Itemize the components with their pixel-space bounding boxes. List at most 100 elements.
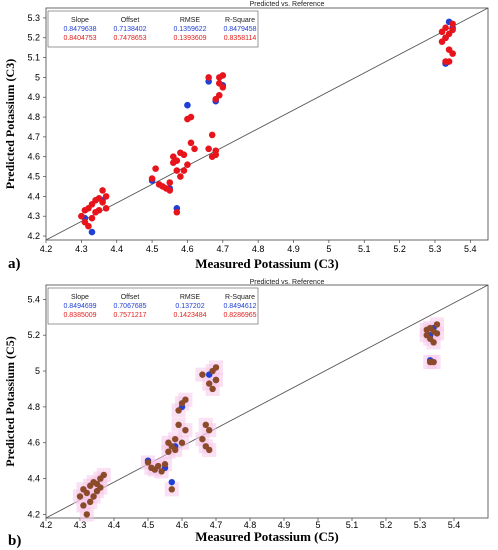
data-point-series-2 [212, 364, 220, 371]
data-point-series-2 [180, 151, 188, 159]
reference-line [45, 284, 489, 519]
x-tick-label: 5.1 [358, 244, 371, 254]
x-tick-label: 5.2 [393, 244, 406, 254]
scatter-chart-c5: Predicted vs. Reference Slope Offset RMSE R-… [3, 279, 489, 549]
data-point-series-2 [215, 80, 223, 87]
data-point-series-2 [173, 167, 181, 174]
data-point-series-2 [144, 459, 152, 466]
chart-panel-b: Predicted vs. Reference Slope Offset RMSE R-… [0, 275, 498, 550]
data-point-series-2 [199, 435, 206, 443]
y-tick-label: 4.5 [27, 172, 40, 182]
stats-value: 0.8385009 [63, 312, 96, 319]
data-point-series-2 [100, 471, 108, 479]
data-point-series-2 [83, 511, 91, 518]
data-point-series-2 [191, 145, 198, 153]
data-point-series-2 [99, 187, 106, 194]
stats-header-slope: Slope [71, 294, 89, 301]
data-point-series-2 [206, 446, 213, 454]
stats-value: 0.1359622 [173, 26, 206, 33]
y-axis-label: Predicted Potassium (C3) [3, 59, 17, 189]
stats-value: 0.8286965 [223, 312, 256, 319]
stats-value: 0.137202 [175, 303, 204, 310]
data-point-series-2 [102, 204, 110, 212]
x-axis-label: Measured Potassium (C3) [195, 256, 338, 271]
data-point-series-2 [80, 502, 87, 509]
x-tick-label: 5 [315, 520, 320, 530]
data-point-series-2 [161, 461, 169, 468]
y-tick-label: 5 [35, 366, 40, 376]
data-point-series-2 [219, 72, 227, 79]
x-tick-label: 5.2 [380, 520, 393, 530]
stats-value: 0.8494699 [63, 303, 96, 310]
stats-header-r-square: R-Square [225, 294, 255, 301]
x-tick-label: 4.8 [244, 520, 257, 530]
data-point-series-2 [172, 446, 179, 454]
data-point-series-2 [442, 24, 449, 32]
x-tick-label: 4.6 [181, 244, 194, 254]
y-tick-label: 5.2 [27, 330, 40, 340]
data-point-series-2 [433, 321, 441, 328]
y-tick-label: 4.4 [27, 191, 40, 201]
x-tick-label: 4.9 [278, 520, 291, 530]
stats-header-rmse: RMSE [180, 17, 201, 24]
chart-title: Predicted vs. Reference [250, 279, 325, 286]
stats-value: 0.7067685 [113, 303, 146, 310]
data-point-series-2 [95, 206, 103, 214]
data-point-series-2 [215, 91, 223, 99]
data-point-series-2 [83, 489, 91, 497]
stats-header-offset: Offset [121, 294, 140, 301]
data-point-series-2 [180, 167, 188, 174]
data-point-series-2 [88, 214, 96, 222]
y-tick-label: 4.2 [27, 509, 40, 519]
data-point-series-2 [449, 50, 456, 57]
data-point-series-2 [172, 435, 179, 443]
data-point-series-2 [168, 486, 175, 493]
stats-value: 0.7478653 [113, 35, 146, 42]
data-point-series-2 [87, 498, 94, 506]
data-point-series-2 [212, 376, 220, 384]
data-point-series-2 [205, 145, 212, 153]
x-tick-label: 5.4 [464, 244, 477, 254]
panel-letter: b) [8, 533, 21, 549]
data-point-series-2 [90, 493, 97, 500]
chart-panel-a: Predicted vs. Reference Slope Offset RMSE R-… [3, 1, 489, 272]
data-point-series-2 [173, 208, 181, 216]
data-point-series-2 [182, 426, 189, 434]
data-point-series-2 [85, 222, 92, 230]
x-axis-label: Measured Potassium (C5) [195, 529, 338, 544]
data-point-series-2 [209, 385, 216, 393]
data-point-series-2 [208, 131, 216, 139]
data-point-series-2 [166, 179, 174, 186]
data-point-series-2 [148, 175, 156, 182]
data-point-series-2 [430, 339, 437, 346]
y-tick-label: 4.6 [27, 152, 40, 162]
x-tick-label: 4.3 [74, 520, 87, 530]
y-tick-label: 4.6 [27, 438, 40, 448]
y-tick-label: 4.9 [27, 92, 40, 102]
data-point-series-2 [76, 493, 84, 500]
data-point-series-2 [449, 20, 456, 28]
x-tick-label: 4.9 [287, 244, 300, 254]
x-tick-label: 5.3 [414, 520, 427, 530]
x-tick-label: 5 [326, 244, 331, 254]
x-tick-label: 4.8 [252, 244, 265, 254]
y-tick-label: 4.8 [27, 112, 40, 122]
y-tick-label: 4.8 [27, 402, 40, 412]
data-point-series-2 [187, 113, 195, 121]
data-point-series-2 [199, 371, 206, 378]
panel-letter: a) [8, 256, 21, 272]
x-tick-label: 4.3 [75, 244, 88, 254]
data-point-series-2 [78, 212, 85, 220]
x-tick-label: 4.5 [146, 244, 159, 254]
x-tick-label: 4.2 [40, 520, 53, 530]
stats-table-box [47, 287, 259, 325]
data-point-series-2 [166, 187, 174, 194]
data-point-series-2 [182, 396, 189, 403]
data-point-series-1 [168, 478, 175, 486]
stats-header-slope: Slope [71, 17, 89, 24]
data-point-series-2 [445, 58, 453, 65]
stats-value: 0.7571217 [113, 312, 146, 319]
data-point-series-2 [433, 330, 441, 337]
data-point-series-2 [97, 484, 104, 491]
data-point-series-2 [430, 358, 437, 366]
